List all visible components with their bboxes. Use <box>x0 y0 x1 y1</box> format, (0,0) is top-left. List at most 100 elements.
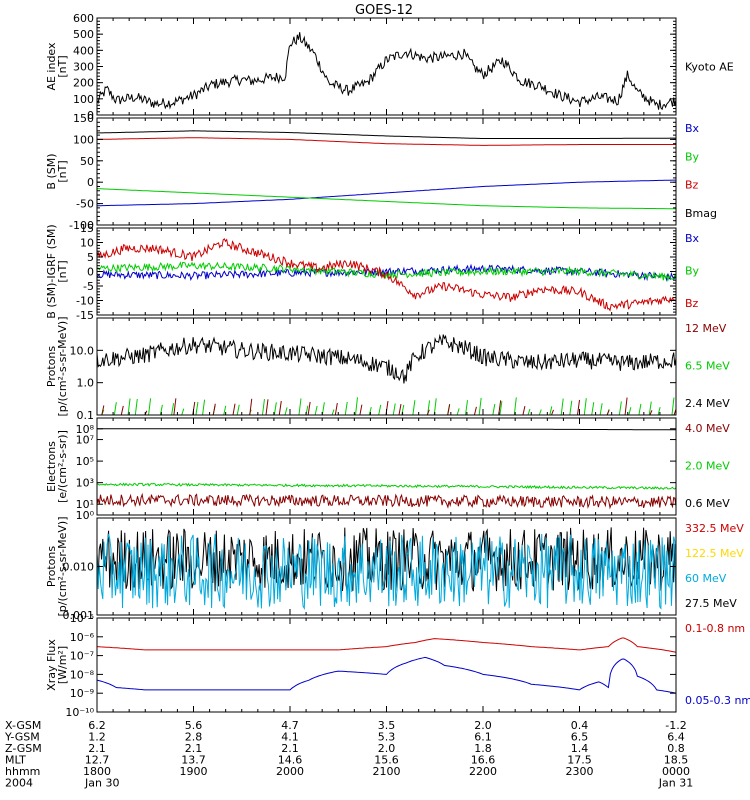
axis-row-label: hhmm <box>5 765 40 778</box>
axis-tick-value: 2.1 <box>281 742 299 755</box>
y-axis-label: B (SM)-IGRF (SM) <box>45 224 58 318</box>
axis-tick-value: 2100 <box>373 765 401 778</box>
y-tick-label: 10⁻⁸ <box>70 668 95 681</box>
legend-label: Kyoto AE <box>685 61 734 74</box>
y-tick-label: 500 <box>73 28 94 41</box>
axis-tick-value: 1900 <box>180 765 208 778</box>
protons1-6-5-mev-spike <box>344 401 348 415</box>
legend-label: 122.5 MeV <box>685 547 744 560</box>
protons1-6-5-mev-spike <box>261 398 265 415</box>
axis-tick-value: 5.3 <box>378 731 396 744</box>
y-tick-label: 10⁰ <box>76 509 95 522</box>
axis-tick-value: 3.5 <box>378 719 396 732</box>
axis-row-label: Z-GSM <box>5 742 42 755</box>
y-tick-label: -5 <box>83 280 94 293</box>
y-tick-label: 10 <box>80 237 94 250</box>
protons1-12-mev-spike <box>265 399 269 415</box>
protons1-6-5-mev-spike <box>368 407 372 415</box>
protons1-6-5-mev-spike <box>195 401 199 415</box>
y-tick-label: 0 <box>87 109 94 122</box>
protons1-6-5-mev-spike <box>657 406 661 415</box>
protons1-6-5-mev-spike <box>618 401 622 415</box>
y-tick-label: 100 <box>73 133 94 146</box>
electrons-0-6-mev-line <box>97 428 676 431</box>
y-tick-label: 10⁷ <box>76 434 94 447</box>
axis-tick-value: 18.5 <box>664 754 689 767</box>
protons1-6-5-mev-spike <box>412 400 416 415</box>
b-bmag-line <box>97 130 676 139</box>
protons1-6-5-mev-spike <box>392 403 396 415</box>
protons1-6-5-mev-spike <box>223 405 227 415</box>
axis-tick-value: Jan 30 <box>84 777 119 790</box>
axis-tick-value: 17.5 <box>567 754 592 767</box>
axis-tick-value: 2.0 <box>474 719 492 732</box>
y-axis-label: [W/m²] <box>56 646 69 684</box>
b-by-line <box>97 188 676 210</box>
y-tick-label: 10¹ <box>76 498 94 511</box>
protons1-6-5-mev-spike <box>181 408 185 415</box>
legend-label: 60 MeV <box>685 572 727 585</box>
legend-label: 2.0 MeV <box>685 460 730 473</box>
protons1-6-5-mev-spike <box>499 401 503 415</box>
y-axis-label: Protons <box>45 546 58 587</box>
xray-0-1-0-8-nm-line <box>97 637 676 653</box>
y-tick-label: 10⁵ <box>76 455 94 468</box>
y-tick-label: 10⁸ <box>76 423 95 436</box>
axis-tick-value: 1.8 <box>474 742 492 755</box>
legend-label: 0.05-0.3 nm <box>685 694 750 707</box>
y-tick-label: 15 <box>80 222 94 235</box>
axis-tick-value: 1.4 <box>571 742 589 755</box>
y-tick-label: 0 <box>87 176 94 189</box>
y-tick-label: 10⁻⁵ <box>70 612 94 625</box>
protons1-6-5-mev-spike <box>465 400 468 415</box>
axis-row-label: MLT <box>5 754 26 767</box>
panel-protons2: 0.001 0.010 Protons[p/(cm²-s-sr-MeV)] 332.5… <box>45 517 744 623</box>
y-axis-label: Xray Flux <box>45 639 58 691</box>
legend-label: Bz <box>685 179 699 192</box>
y-tick-label: 10³ <box>76 477 94 490</box>
axis-tick-value: 6.5 <box>571 731 589 744</box>
axis-tick-value: 0.8 <box>667 742 685 755</box>
y-tick-label: 0 <box>87 266 94 279</box>
axis-tick-value: 6.4 <box>667 731 685 744</box>
protons1-6-5-mev-spike <box>628 407 632 415</box>
axis-tick-value: 2300 <box>566 765 594 778</box>
protons1-6-5-mev-spike <box>591 402 595 415</box>
legend-label: Bx <box>685 232 700 245</box>
protons1-6-5-mev-spike <box>456 408 460 415</box>
axis-tick-value: 0.4 <box>571 719 589 732</box>
protons1-6-5-mev-spike <box>171 403 175 415</box>
axis-tick-value: 5.6 <box>185 719 203 732</box>
protons1-6-5-mev-spike <box>127 398 131 415</box>
b-bz-line <box>97 137 676 146</box>
axis-tick-value: 2.1 <box>185 742 203 755</box>
protons1-6-5-mev-spike <box>478 397 482 415</box>
protons1-12-mev-spike <box>426 409 430 415</box>
axis-tick-value: 0000 <box>662 765 690 778</box>
axis-tick-value: 2.8 <box>185 731 203 744</box>
axis-tick-value: 2.0 <box>378 742 396 755</box>
y-tick-label: 10⁻¹⁰ <box>65 706 94 719</box>
protons1-2-4-mev-line <box>97 333 676 384</box>
axis-tick-value: 6.1 <box>474 731 492 744</box>
y-tick-label: 150 <box>73 112 94 125</box>
y-tick-label: 0.1 <box>77 409 95 422</box>
protons1-12-mev-spike <box>232 403 236 415</box>
panel-frame <box>96 617 677 713</box>
y-tick-label: 0.010 <box>63 561 95 574</box>
protons2-60-mev-line <box>97 533 676 611</box>
y-axis-label: [p/(cm²-s-sr-MeV)] <box>56 317 69 417</box>
y-axis-label: Protons <box>45 346 58 387</box>
protons1-6-5-mev-spike <box>492 403 496 415</box>
legend-label: 6.5 MeV <box>685 360 730 373</box>
axis-tick-value: 15.6 <box>374 754 399 767</box>
legend-label: Bz <box>685 297 699 310</box>
axis-row-label: 2004 <box>5 777 33 790</box>
protons1-6-5-mev-spike <box>284 407 288 415</box>
legend-label: Bmag <box>685 207 717 220</box>
protons1-6-5-mev-spike <box>273 402 277 415</box>
protons1-6-5-mev-spike <box>599 403 603 415</box>
protons1-12-mev-spike <box>447 404 451 415</box>
